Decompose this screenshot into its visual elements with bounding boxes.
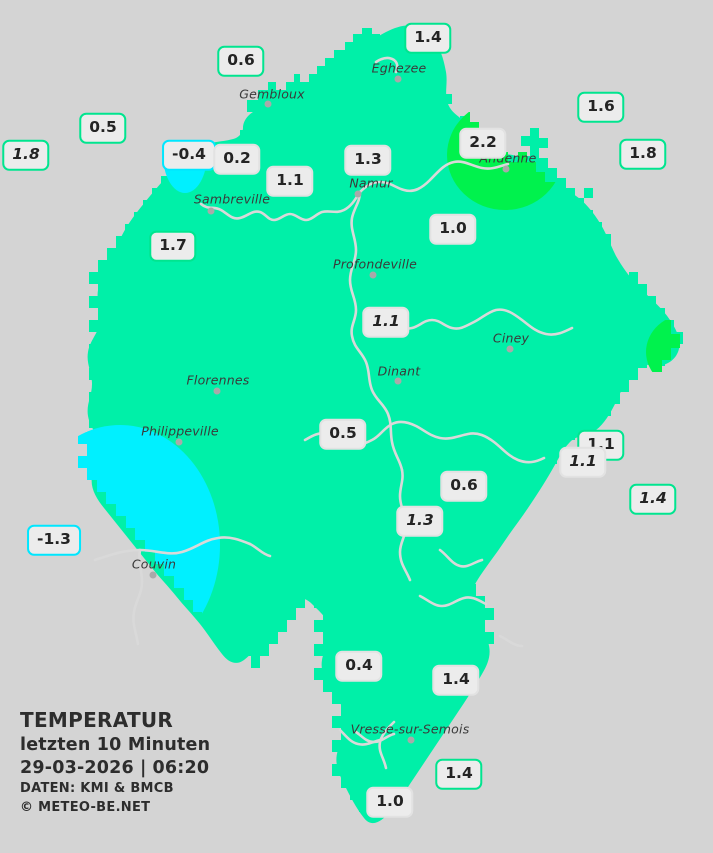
city-dot	[264, 100, 272, 108]
city-dot	[369, 271, 377, 279]
city-dot	[506, 345, 514, 353]
temperature-label: 1.1	[559, 446, 607, 478]
temperature-label: 1.0	[366, 786, 414, 818]
city-dot	[207, 207, 215, 215]
province-outline-detail	[87, 25, 680, 824]
temperature-label: -0.4	[162, 139, 216, 171]
legend-source: DATEN: KMI & BMCB	[20, 781, 174, 797]
legend-copyright: © METEO-BE.NET	[20, 800, 151, 816]
temperature-label: 1.7	[149, 230, 197, 262]
temperature-label: 0.2	[213, 143, 261, 175]
city-label: Gembloux	[239, 86, 305, 102]
city-dot	[354, 190, 362, 198]
temperature-label: 1.1	[266, 165, 314, 197]
temperature-label: 1.4	[432, 664, 480, 696]
city-dot	[394, 377, 402, 385]
legend-time: 06:20	[152, 757, 210, 778]
city-dot	[213, 387, 221, 395]
city-dot	[407, 736, 415, 744]
legend-separator: |	[139, 757, 147, 778]
city-label: Ciney	[492, 330, 530, 346]
city-label: Couvin	[131, 556, 177, 572]
temperature-label: -1.3	[27, 524, 81, 556]
temperature-label: 0.5	[319, 418, 367, 450]
temperature-label: 1.3	[344, 144, 392, 176]
temperature-label: 0.6	[217, 45, 265, 77]
city-dot	[175, 438, 183, 446]
city-dot	[394, 75, 402, 83]
legend-period: letzten 10 Minuten	[20, 734, 211, 755]
city-label: Vresse-sur-Semois	[350, 721, 470, 737]
city-dot	[502, 165, 510, 173]
city-label: Eghezee	[371, 60, 427, 76]
temperature-label: 1.1	[362, 306, 410, 338]
temperature-label: 0.4	[335, 650, 383, 682]
legend: TEMPERATUR letzten 10 Minuten 29-03-2026…	[20, 708, 210, 818]
city-label: Sambreville	[193, 191, 271, 207]
temperature-label: 1.4	[435, 758, 483, 790]
legend-date: 29-03-2026	[20, 757, 134, 778]
city-label: Dinant	[377, 363, 421, 379]
temperature-label: 1.3	[396, 505, 444, 537]
legend-datetime: 29-03-2026 | 06:20	[20, 757, 210, 781]
temperature-label: 1.6	[577, 91, 625, 123]
legend-title: TEMPERATUR	[20, 708, 174, 732]
rivers-and-borders	[93, 56, 574, 770]
city-label: Philippeville	[141, 423, 219, 439]
temperature-label: 1.0	[429, 213, 477, 245]
temperature-label: 2.2	[459, 127, 507, 159]
temperature-label: 1.8	[619, 138, 667, 170]
temperature-label: 1.8	[2, 139, 50, 171]
temperature-label: 0.6	[440, 470, 488, 502]
temperature-label: 1.4	[629, 483, 677, 515]
city-label: Florennes	[186, 372, 250, 388]
temperature-label: 1.4	[404, 22, 452, 54]
temperature-label: 0.5	[79, 112, 127, 144]
city-dot	[149, 571, 157, 579]
city-label: Namur	[349, 175, 393, 191]
city-label: Profondeville	[332, 256, 418, 272]
